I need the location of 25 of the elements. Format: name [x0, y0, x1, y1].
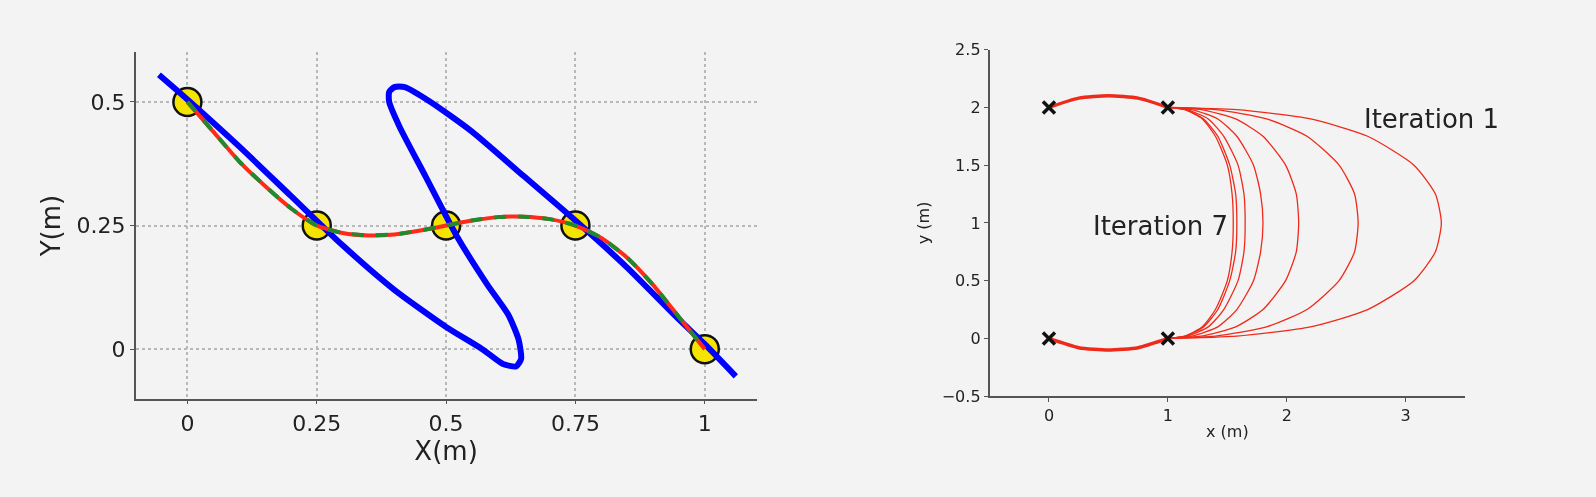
x-tick-label: 1: [1162, 406, 1173, 426]
x-axis-title: x (m): [1206, 422, 1249, 442]
x-tick-label: 0: [1043, 406, 1055, 426]
x-axis-title: X(m): [414, 435, 478, 466]
x-tick-label: 0.5: [428, 410, 464, 436]
y-tick-label: 0: [970, 329, 981, 349]
y-axis-title: Y(m): [36, 194, 67, 258]
x-tick-label: 0.75: [550, 410, 600, 436]
annotation: Iteration 1: [1364, 104, 1500, 134]
y-axis-title: y (m): [914, 201, 934, 245]
x-tick-label: 0.25: [292, 410, 342, 436]
x-tick-label: 2: [1281, 406, 1292, 426]
annotation: Iteration 7: [1093, 211, 1229, 241]
y-tick-label: 0.25: [76, 213, 126, 239]
y-tick-label: 2.5: [955, 40, 981, 60]
y-tick-label: 0.5: [955, 271, 981, 291]
y-tick-label: 0.5: [90, 89, 126, 115]
y-tick-label: −0.5: [941, 386, 981, 406]
x-tick-label: 0: [180, 410, 195, 436]
y-tick-label: 0: [111, 336, 126, 362]
x-tick-label: 1: [697, 410, 712, 436]
y-tick-label: 2: [970, 97, 981, 117]
y-tick-label: 1: [970, 213, 981, 233]
x-tick-label: 3: [1400, 406, 1411, 426]
y-tick-label: 1.5: [955, 155, 981, 175]
